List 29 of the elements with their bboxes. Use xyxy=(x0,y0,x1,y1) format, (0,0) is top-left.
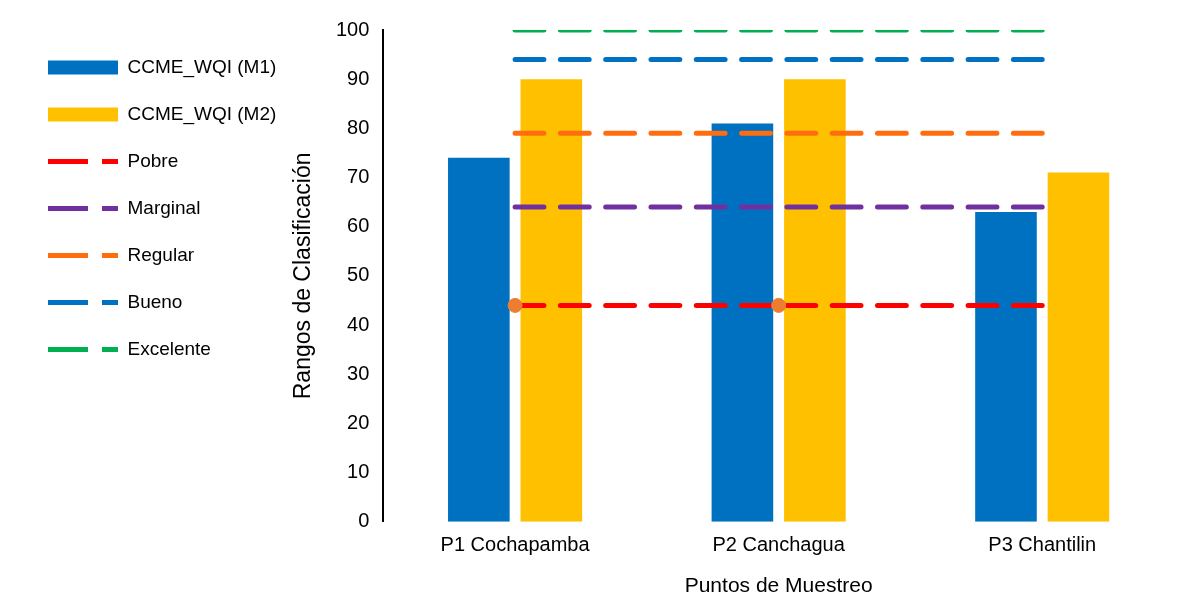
y-tick-label: 60 xyxy=(347,214,370,237)
x-tick-label: P1 Cochapamba xyxy=(440,533,591,556)
y-tick-label: 80 xyxy=(347,115,370,138)
legend-label: Bueno xyxy=(127,290,183,312)
y-tick-label: 40 xyxy=(347,312,370,335)
bar xyxy=(1047,172,1110,522)
y-tick-label: 10 xyxy=(347,460,370,483)
y-tick-label: 90 xyxy=(347,66,370,89)
bar xyxy=(448,157,510,522)
y-axis-title: Rangos de Clasificación xyxy=(289,152,316,400)
bar xyxy=(784,79,846,522)
legend-label: CCME_WQI (M1) xyxy=(127,55,277,78)
y-tick-label: 100 xyxy=(335,17,370,40)
x-tick-label: P2 Canchagua xyxy=(712,533,846,556)
bar xyxy=(711,123,774,522)
bar xyxy=(520,79,583,522)
x-axis-title: Puntos de Muestreo xyxy=(684,573,873,597)
legend-label: Regular xyxy=(127,243,195,265)
y-tick-label: 0 xyxy=(358,509,370,532)
bar xyxy=(975,211,1037,522)
legend-label: CCME_WQI (M2) xyxy=(127,102,277,125)
x-tick-label: P3 Chantilin xyxy=(988,533,1097,556)
legend-label: Excelente xyxy=(127,337,211,359)
y-tick-label: 50 xyxy=(347,263,370,286)
y-tick-label: 20 xyxy=(347,410,370,433)
y-tick-label: 30 xyxy=(347,361,370,384)
legend-label: Marginal xyxy=(127,196,201,218)
legend-label: Pobre xyxy=(127,149,179,171)
y-tick-label: 70 xyxy=(347,165,370,188)
